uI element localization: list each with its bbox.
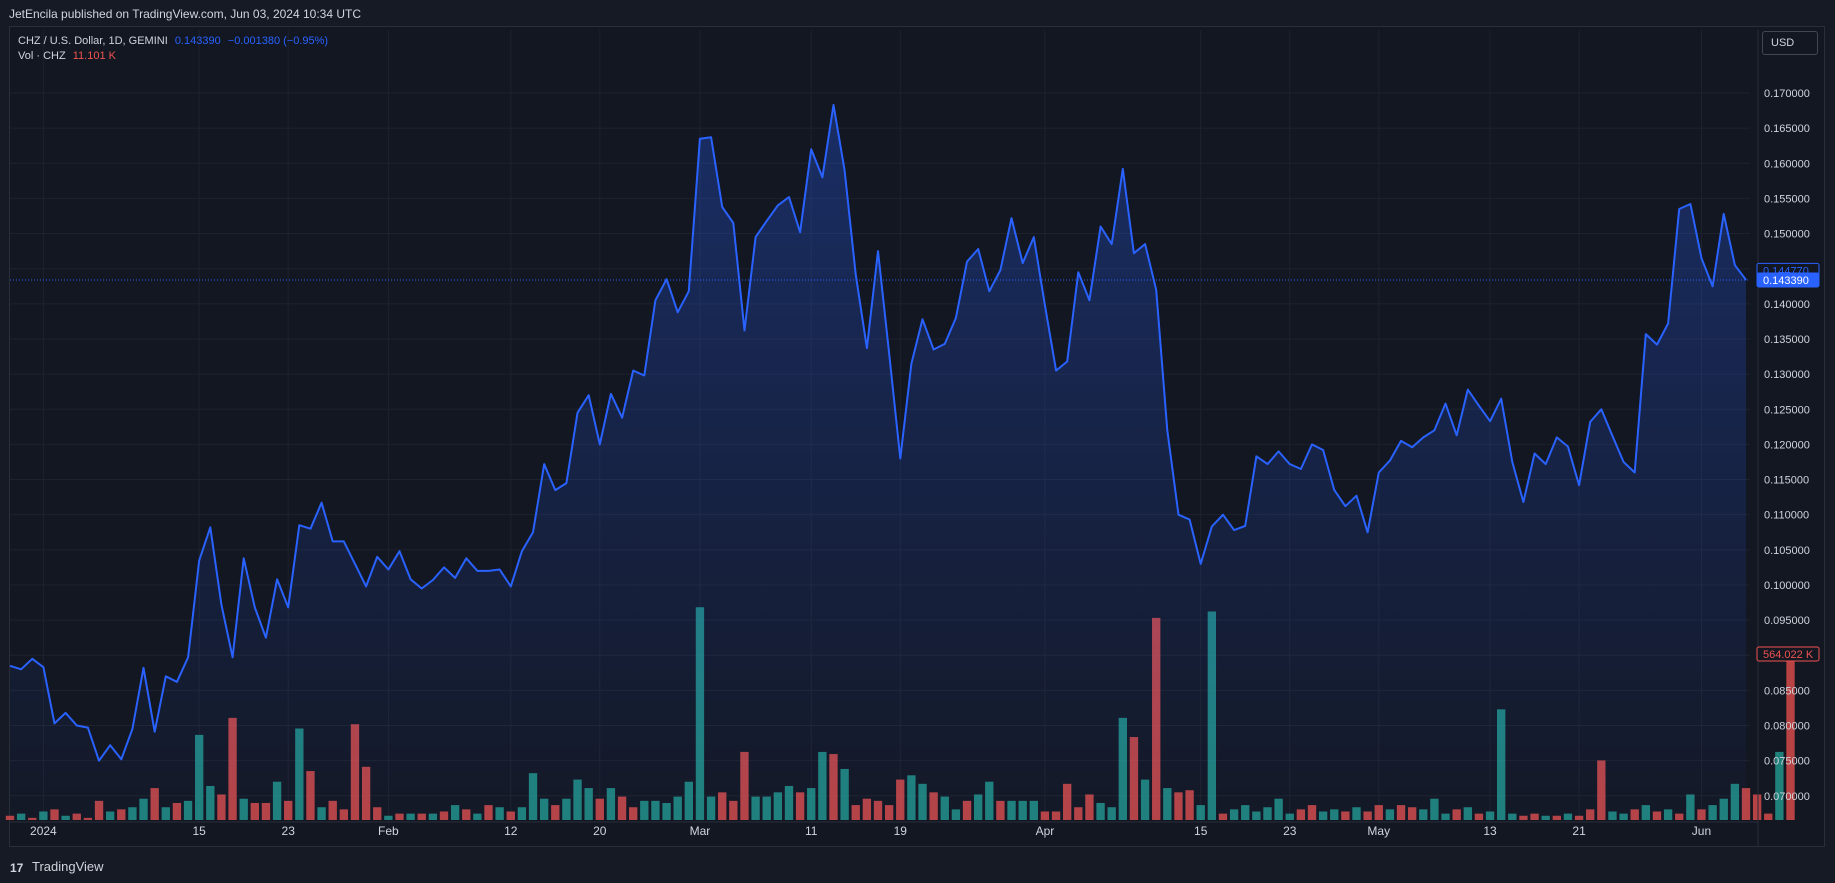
x-tick-label: Apr [1036,824,1055,838]
y-tick-label: 0.150000 [1764,229,1810,241]
footer: 17 TradingView [0,852,1835,883]
price-chart[interactable]: 0.0700000.0750000.0800000.0850000.090000… [0,0,1835,852]
symbol-title[interactable]: CHZ / U.S. Dollar, 1D, GEMINI [18,35,168,47]
y-tick-label: 0.140000 [1764,299,1810,311]
price-area [10,104,1746,820]
y-tick-label: 0.100000 [1764,580,1810,592]
y-tick-label: 0.155000 [1764,193,1810,205]
y-tick-label: 0.165000 [1764,123,1810,135]
symbol-legend: CHZ / U.S. Dollar, 1D, GEMINI 0.143390 −… [18,35,332,47]
y-tick-label: 0.125000 [1764,404,1810,416]
x-tick-label: 13 [1483,824,1497,838]
x-tick-label: 15 [192,824,206,838]
x-tick-label: 20 [593,824,607,838]
publish-bar: JetEncila published on TradingView.com, … [0,0,1835,28]
y-tick-label: 0.085000 [1764,685,1810,697]
x-tick-label: Feb [378,824,399,838]
volume-title[interactable]: Vol · CHZ [18,50,66,62]
y-tick-label: 0.130000 [1764,369,1810,381]
x-tick-label: Mar [690,824,711,838]
x-tick-label: May [1367,824,1390,838]
x-tick-label: 23 [1283,824,1297,838]
currency-button[interactable]: USD [1762,31,1818,55]
x-tick-label: 2024 [30,824,57,838]
volume-badge-bg [1756,646,1820,662]
y-tick-label: 0.160000 [1764,158,1810,170]
tradingview-logo-icon[interactable]: 17 [10,861,24,875]
volume-bar [1752,794,1762,820]
footer-brand[interactable]: TradingView [32,859,104,874]
last-price-badge: 0.143390 [1763,275,1809,287]
y-tick-label: 0.135000 [1764,334,1810,346]
y-tick-label: 0.120000 [1764,439,1810,451]
x-tick-label: 15 [1194,824,1208,838]
x-tick-label: 23 [282,824,296,838]
x-tick-label: 19 [894,824,908,838]
last-price-badge-bg [1756,272,1820,288]
y-tick-label: 0.170000 [1764,88,1810,100]
y-tick-label: 0.095000 [1764,615,1810,627]
x-tick-label: Jun [1692,824,1711,838]
volume-badge: 564.022 K [1763,649,1814,661]
x-tick-label: 21 [1572,824,1586,838]
volume-legend: Vol · CHZ 11.101 K [18,50,120,62]
y-tick-label: 0.075000 [1764,756,1810,768]
y-tick-label: 0.080000 [1764,721,1810,733]
last-price: 0.143390 [174,35,221,47]
x-tick-label: 12 [504,824,518,838]
y-tick-label: 0.105000 [1764,545,1810,557]
volume-bar [1764,813,1773,820]
x-tick-label: 11 [805,824,818,838]
volume-value: 11.101 K [72,50,116,62]
volume-bar [1775,751,1784,820]
y-tick-label: 0.115000 [1764,475,1809,487]
volume-bar [1786,654,1795,820]
y-tick-label: 0.110000 [1764,510,1809,522]
price-line [9,103,1747,762]
price-change: −0.001380 (−0.95%) [227,35,329,47]
publish-info: JetEncila published on TradingView.com, … [9,7,361,21]
y-tick-label: 0.070000 [1764,791,1810,803]
